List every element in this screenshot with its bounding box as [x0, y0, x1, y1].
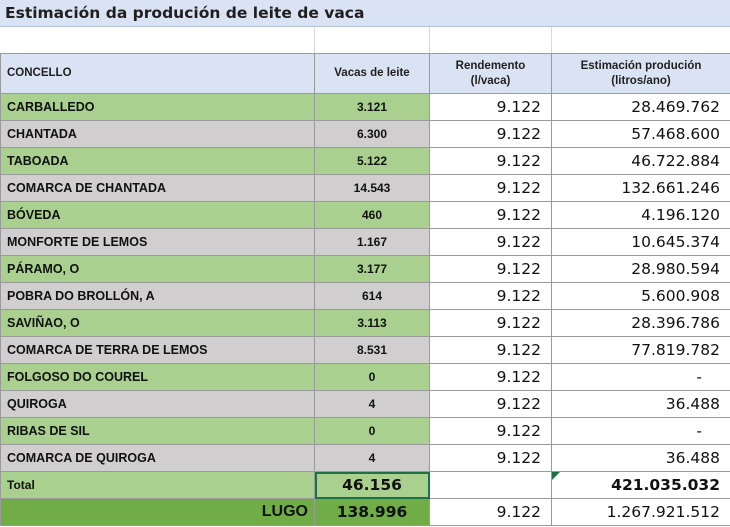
header-rendemento-line1: Rendemento [455, 59, 526, 72]
sheet-title[interactable]: Estimación da produción de leite de vaca [0, 0, 730, 27]
lugo-label[interactable]: LUGO [0, 498, 315, 526]
total-vacas[interactable]: 46.156 [314, 471, 430, 499]
cell-vacas[interactable]: 4 [314, 444, 430, 472]
cell-concello[interactable]: BÓVEDA [0, 201, 315, 229]
lugo-estimacion[interactable]: 1.267.921.512 [551, 498, 730, 526]
table-row: PÁRAMO, O 3.177 9.122 28.980.594 [0, 255, 730, 283]
table-row: MONFORTE DE LEMOS 1.167 9.122 10.645.374 [0, 228, 730, 256]
cell-rendemento[interactable]: 9.122 [429, 120, 552, 148]
cell-concello[interactable]: CHANTADA [0, 120, 315, 148]
cell-rendemento[interactable]: 9.122 [429, 336, 552, 364]
total-label[interactable]: Total [0, 471, 315, 499]
cell-vacas[interactable]: 0 [314, 363, 430, 391]
cell-rendemento[interactable]: 9.122 [429, 147, 552, 175]
table-row: POBRA DO BROLLÓN, A 614 9.122 5.600.908 [0, 282, 730, 310]
cell-estimacion[interactable]: 132.661.246 [551, 174, 730, 202]
cell-concello[interactable]: POBRA DO BROLLÓN, A [0, 282, 315, 310]
cell-rendemento[interactable]: 9.122 [429, 282, 552, 310]
cell-rendemento[interactable]: 9.122 [429, 93, 552, 121]
total-vacas-text: 46.156 [342, 476, 402, 494]
cell-rendemento[interactable]: 9.122 [429, 363, 552, 391]
total-rendemento[interactable] [429, 471, 552, 499]
cell-estimacion[interactable]: 10.645.374 [551, 228, 730, 256]
header-rendemento-line2: (l/vaca) [470, 74, 511, 87]
cell-concello[interactable]: RIBAS DE SIL [0, 417, 315, 445]
header-concello[interactable]: CONCELLO [0, 53, 315, 94]
table-row: COMARCA DE QUIROGA 4 9.122 36.488 [0, 444, 730, 472]
cell-vacas[interactable]: 3.177 [314, 255, 430, 283]
cell-estimacion[interactable]: - [551, 417, 730, 445]
header-estimacion[interactable]: Estimación produción (litros/ano) [551, 53, 730, 94]
header-rendemento[interactable]: Rendemento (l/vaca) [429, 53, 552, 94]
cell-concello[interactable]: SAVIÑAO, O [0, 309, 315, 337]
cell-vacas[interactable]: 1.167 [314, 228, 430, 256]
cell-vacas[interactable]: 0 [314, 417, 430, 445]
table-row: RIBAS DE SIL 0 9.122- [0, 417, 730, 445]
cell-estimacion[interactable]: 77.819.782 [551, 336, 730, 364]
lugo-row: LUGO 138.996 9.122 1.267.921.512 [0, 498, 730, 526]
cell-vacas[interactable]: 3.121 [314, 93, 430, 121]
header-row: CONCELLO Vacas de leite Rendemento (l/va… [0, 53, 730, 94]
table-row: CHANTADA 6.300 9.122 57.468.600 [0, 120, 730, 148]
total-label-text: Total [7, 478, 35, 492]
cell-vacas[interactable]: 8.531 [314, 336, 430, 364]
cell-estimacion[interactable]: 36.488 [551, 444, 730, 472]
gridline [551, 27, 552, 53]
cell-vacas[interactable]: 6.300 [314, 120, 430, 148]
cell-concello[interactable]: COMARCA DE TERRA DE LEMOS [0, 336, 315, 364]
table-row: QUIROGA 4 9.122 36.488 [0, 390, 730, 418]
cell-rendemento[interactable]: 9.122 [429, 390, 552, 418]
cell-estimacion[interactable]: 28.469.762 [551, 93, 730, 121]
table-row: BÓVEDA 460 9.122 4.196.120 [0, 201, 730, 229]
total-row: Total 46.156 421.035.032 [0, 471, 730, 499]
cell-rendemento[interactable]: 9.122 [429, 444, 552, 472]
cell-concello[interactable]: FOLGOSO DO COUREL [0, 363, 315, 391]
cell-indicator-icon [552, 472, 560, 480]
table-row: CARBALLEDO 3.121 9.122 28.469.762 [0, 93, 730, 121]
cell-estimacion[interactable]: 5.600.908 [551, 282, 730, 310]
table-row: COMARCA DE CHANTADA 14.543 9.122 132.661.24… [0, 174, 730, 202]
cell-rendemento[interactable]: 9.122 [429, 228, 552, 256]
cell-vacas[interactable]: 14.543 [314, 174, 430, 202]
cell-estimacion[interactable]: 36.488 [551, 390, 730, 418]
table-row: FOLGOSO DO COUREL 0 9.122- [0, 363, 730, 391]
production-table: CONCELLO Vacas de leite Rendemento (l/va… [0, 53, 730, 526]
cell-estimacion[interactable]: 4.196.120 [551, 201, 730, 229]
blank-row[interactable] [0, 27, 730, 53]
cell-vacas[interactable]: 3.113 [314, 309, 430, 337]
cell-rendemento[interactable]: 9.122 [429, 417, 552, 445]
cell-concello[interactable]: COMARCA DE QUIROGA [0, 444, 315, 472]
lugo-vacas[interactable]: 138.996 [314, 498, 430, 526]
cell-concello[interactable]: CARBALLEDO [0, 93, 315, 121]
cell-estimacion[interactable]: 57.468.600 [551, 120, 730, 148]
cell-vacas[interactable]: 460 [314, 201, 430, 229]
cell-estimacion[interactable]: 28.980.594 [551, 255, 730, 283]
cell-concello[interactable]: MONFORTE DE LEMOS [0, 228, 315, 256]
cell-concello[interactable]: PÁRAMO, O [0, 255, 315, 283]
total-estimacion-text: 421.035.032 [611, 476, 720, 494]
gridline [314, 27, 315, 53]
cell-concello[interactable]: TABOADA [0, 147, 315, 175]
cell-rendemento[interactable]: 9.122 [429, 201, 552, 229]
total-estimacion[interactable]: 421.035.032 [551, 471, 730, 499]
cell-vacas[interactable]: 614 [314, 282, 430, 310]
cell-vacas[interactable]: 5.122 [314, 147, 430, 175]
table-row: TABOADA 5.122 9.122 46.722.884 [0, 147, 730, 175]
cell-vacas[interactable]: 4 [314, 390, 430, 418]
cell-rendemento[interactable]: 9.122 [429, 309, 552, 337]
table-row: COMARCA DE TERRA DE LEMOS 8.531 9.122 77.81… [0, 336, 730, 364]
cell-estimacion[interactable]: 46.722.884 [551, 147, 730, 175]
cell-concello[interactable]: COMARCA DE CHANTADA [0, 174, 315, 202]
table-row: SAVIÑAO, O 3.113 9.122 28.396.786 [0, 309, 730, 337]
cell-concello[interactable]: QUIROGA [0, 390, 315, 418]
lugo-rendemento[interactable]: 9.122 [429, 498, 552, 526]
cell-estimacion[interactable]: 28.396.786 [551, 309, 730, 337]
header-estimacion-line2: (litros/ano) [611, 74, 671, 87]
header-vacas[interactable]: Vacas de leite [314, 53, 430, 94]
cell-rendemento[interactable]: 9.122 [429, 174, 552, 202]
gridline [429, 27, 430, 53]
header-estimacion-line1: Estimación produción [580, 59, 702, 72]
cell-estimacion[interactable]: - [551, 363, 730, 391]
cell-rendemento[interactable]: 9.122 [429, 255, 552, 283]
